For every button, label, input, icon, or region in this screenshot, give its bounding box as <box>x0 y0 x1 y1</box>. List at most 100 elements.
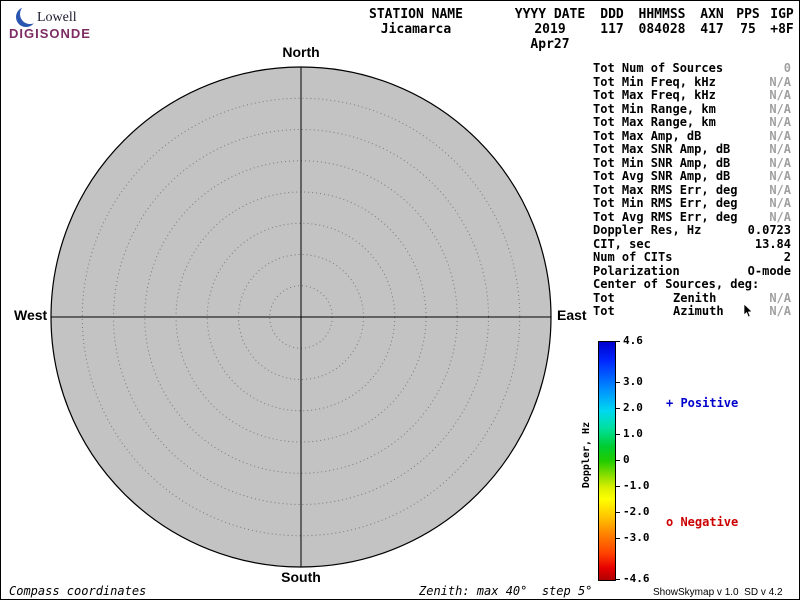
legend-negative: o Negative <box>666 515 739 529</box>
colorbar-tick-label: 3.0 <box>623 375 643 388</box>
header-column: PPS 75 <box>735 7 761 52</box>
logo: Lowell DIGISONDE <box>7 4 109 46</box>
stat-value: 13.84 <box>754 236 791 251</box>
colorbar-tick-label: 2.0 <box>623 401 643 414</box>
lowell-crescent-icon <box>16 6 40 27</box>
stat-label: Tot <box>593 304 615 318</box>
stat-value: N/A <box>769 128 791 143</box>
stat-row: Tot Zenith N/A <box>593 290 791 306</box>
stat-row: Tot Min Range, km N/A <box>593 101 791 117</box>
stat-label: Tot Max RMS Err, deg <box>593 182 738 197</box>
header-column-value: +8F <box>770 22 794 37</box>
stat-mid-label: Azimuth <box>673 304 724 318</box>
stat-label: Tot Min Freq, kHz <box>593 74 716 89</box>
stat-label: Tot Min SNR Amp, dB <box>593 155 731 170</box>
stat-row: Tot Avg SNR Amp, dB N/A <box>593 169 791 184</box>
header-column-value: 75 <box>740 22 756 37</box>
footer-version-label: ShowSkymap v 1.0 SD v 4.2 <box>653 587 783 598</box>
colorbar-tick-label: -2.0 <box>623 505 650 518</box>
stat-row: Tot Max Range, km N/A <box>593 115 791 130</box>
colorbar-tick-label: 4.6 <box>623 334 643 347</box>
header-column: STATION NAME Jicamarca <box>341 7 491 52</box>
stat-row: Tot Min Freq, kHz N/A <box>593 74 791 90</box>
stat-label: Tot Min Range, km <box>593 101 716 116</box>
stat-value: N/A <box>769 74 791 89</box>
header-column-label: DDD <box>600 7 624 22</box>
stat-value: N/A <box>769 196 791 210</box>
stat-value: N/A <box>769 304 791 318</box>
stat-value: 2 <box>783 250 791 264</box>
stat-value: N/A <box>769 115 791 129</box>
compass-label-south: South <box>281 569 321 585</box>
stat-label: Tot Max Amp, dB <box>593 128 702 143</box>
stat-label: Center of Sources, deg: <box>593 277 760 291</box>
stat-label: Tot Avg SNR Amp, dB <box>593 169 731 183</box>
colorbar-tick <box>616 341 620 342</box>
stat-row: Num of CITs 2 <box>593 250 791 265</box>
stat-value: O-mode <box>747 263 791 278</box>
stats-panel: Tot Num of Sources 0 Tot Min Freq, kHz N/A T… <box>593 61 791 319</box>
header-column-label: IGP <box>770 7 794 22</box>
colorbar-tick-label: 0 <box>623 453 630 466</box>
stat-label: CIT, sec <box>593 236 651 251</box>
stat-value: N/A <box>769 209 791 224</box>
stat-label: Tot <box>593 290 615 305</box>
stat-value: N/A <box>769 169 791 183</box>
stat-value: 0 <box>783 61 791 75</box>
header-column-value: Jicamarca <box>380 22 452 37</box>
stat-label: Tot Avg RMS Err, deg <box>593 209 738 224</box>
stat-row: Tot Min RMS Err, deg N/A <box>593 196 791 211</box>
mouse-cursor <box>743 304 753 318</box>
stat-row: Doppler Res, Hz 0.0723 <box>593 223 791 238</box>
legend-positive: + Positive <box>666 396 739 410</box>
stat-value: N/A <box>769 290 791 305</box>
header-column-value: 117 <box>600 22 624 37</box>
stat-row: Tot Max Amp, dB N/A <box>593 128 791 144</box>
stat-row: Tot Azimuth N/A <box>593 304 791 319</box>
stat-row: Tot Max SNR Amp, dB N/A <box>593 142 791 157</box>
stat-label: Tot Max Range, km <box>593 115 716 129</box>
stat-label: Tot Max SNR Amp, dB <box>593 142 731 156</box>
footer-zenith-label: Zenith: max 40° step 5° <box>419 584 593 598</box>
stat-label: Doppler Res, Hz <box>593 223 702 237</box>
header-column: HHMMSS 084028 <box>635 7 689 52</box>
colorbar-tick <box>616 579 620 580</box>
header-column-value: 084028 <box>638 22 686 37</box>
stat-value: N/A <box>769 182 791 197</box>
header-table: STATION NAME Jicamarca YYYY DATE 2019 Apr27… <box>341 7 795 52</box>
stat-row: Tot Num of Sources 0 <box>593 61 791 76</box>
colorbar-tick <box>616 382 620 383</box>
header-column: AXN 417 <box>697 7 727 52</box>
stat-value: 0.0723 <box>747 223 791 237</box>
stat-label: Polarization <box>593 263 680 278</box>
header-column-value: 417 <box>700 22 724 37</box>
colorbar-tick <box>616 460 620 461</box>
stat-mid-label: Zenith <box>673 290 717 305</box>
stat-label: Tot Min RMS Err, deg <box>593 196 738 210</box>
skymap-svg <box>50 66 552 568</box>
colorbar-tick-label: 1.0 <box>623 427 643 440</box>
colorbar-tick <box>616 538 620 539</box>
stat-value: N/A <box>769 142 791 156</box>
stat-row: Polarization O-mode <box>593 263 791 279</box>
stat-row: Tot Max Freq, kHz N/A <box>593 88 791 103</box>
header-column: IGP +8F <box>769 7 795 52</box>
header-column-label: HHMMSS <box>638 7 686 22</box>
stat-row: CIT, sec 13.84 <box>593 236 791 252</box>
stat-row: Tot Max RMS Err, deg N/A <box>593 182 791 198</box>
compass-label-north: North <box>282 44 320 60</box>
footer-coordinates-label: Compass coordinates <box>9 584 147 598</box>
header-column-label: STATION NAME <box>369 7 463 22</box>
colorbar-tick <box>616 486 620 487</box>
compass-label-west: West <box>14 307 48 323</box>
logo-brand: Lowell <box>37 10 77 25</box>
doppler-colorbar: 4.6 3.0 2.0 1.0 0 -1.0 -2.0 -3.0 -4.6 Doppler, H… <box>581 335 798 585</box>
stat-value: N/A <box>769 88 791 102</box>
stat-label: Tot Num of Sources <box>593 61 724 75</box>
colorbar-tick <box>616 512 620 513</box>
header-column-label: PPS <box>736 7 760 22</box>
header-column-value: 2019 Apr27 <box>530 22 570 52</box>
colorbar-gradient <box>598 341 616 581</box>
stat-row: Tot Avg RMS Err, deg N/A <box>593 209 791 225</box>
